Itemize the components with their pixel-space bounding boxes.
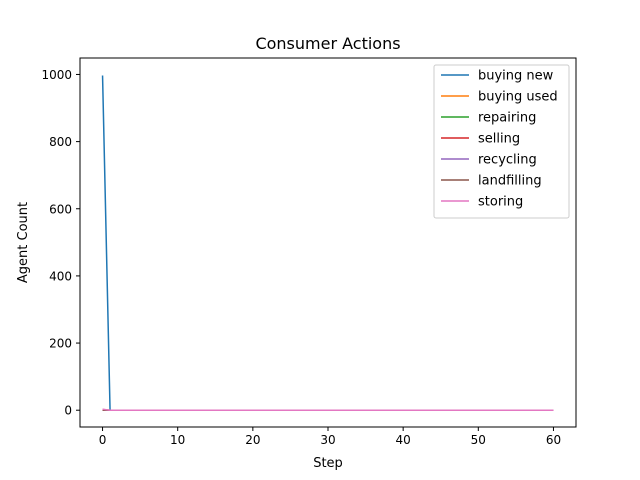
x-axis-label: Step [313, 456, 343, 471]
y-tick-label: 600 [49, 202, 72, 216]
legend-label-4: recycling [478, 153, 537, 168]
y-axis-label: Agent Count [16, 202, 31, 283]
x-tick-label: 30 [320, 433, 335, 447]
series-line-6 [102, 408, 554, 411]
legend-label-3: selling [478, 132, 520, 147]
legend-label-1: buying used [478, 90, 558, 105]
x-tick-label: 50 [471, 433, 486, 447]
y-axis: 0 200 400 600 800 1000 [41, 68, 80, 418]
y-tick-label: 0 [64, 404, 72, 418]
y-tick-label: 400 [49, 269, 72, 283]
chart-title: Consumer Actions [255, 34, 400, 53]
x-tick-label: 0 [99, 433, 107, 447]
legend: buying new buying used repairing selling rec… [433, 64, 570, 219]
plot-area [101, 75, 554, 411]
y-tick-label: 200 [49, 337, 72, 351]
y-tick-label: 800 [49, 135, 72, 149]
y-tick-label: 1000 [41, 68, 72, 82]
legend-label-2: repairing [478, 111, 536, 126]
x-tick-label: 60 [546, 433, 561, 447]
legend-label-5: landfilling [478, 174, 542, 189]
legend-label-6: storing [478, 195, 523, 210]
x-tick-label: 40 [396, 433, 411, 447]
legend-label-0: buying new [478, 69, 554, 84]
x-tick-label: 10 [170, 433, 185, 447]
x-axis: 0 10 20 30 40 50 60 [99, 427, 561, 447]
x-tick-label: 20 [245, 433, 260, 447]
